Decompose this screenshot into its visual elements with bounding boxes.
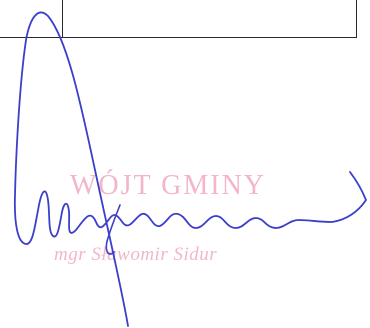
table-column-divider bbox=[62, 0, 63, 38]
official-stamp: WÓJT GMINY mgr Sławomir Sidur bbox=[40, 166, 330, 276]
stamp-title: WÓJT GMINY bbox=[70, 170, 267, 201]
table-cell-border bbox=[0, 0, 357, 38]
stamp-name: mgr Sławomir Sidur bbox=[54, 244, 218, 265]
